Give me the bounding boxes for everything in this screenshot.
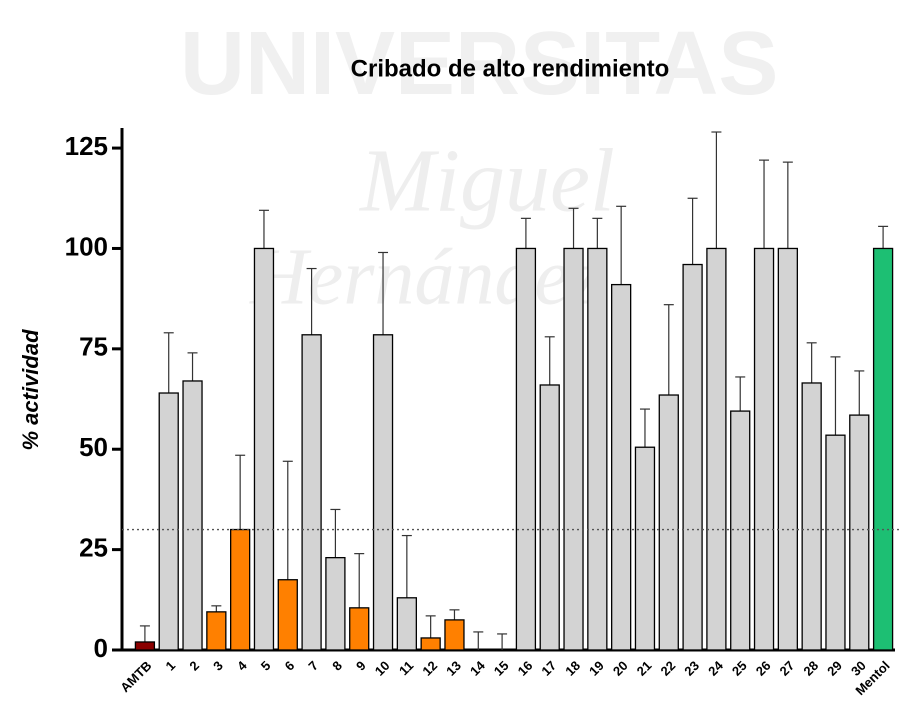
watermark: UNIVERSITAS [180, 14, 778, 114]
x-tick-label: 21 [634, 658, 655, 679]
y-tick-label: 50 [79, 432, 108, 462]
y-tick-label: 25 [79, 532, 108, 562]
x-tick-label: 1 [163, 658, 179, 674]
x-tick-label: 5 [258, 658, 274, 674]
x-tick-label: 26 [753, 658, 774, 679]
bar [134, 641, 156, 651]
bar [515, 247, 537, 651]
watermark: Hernández [249, 233, 601, 321]
x-tick-label: 11 [396, 658, 416, 678]
x-tick-label: 9 [353, 658, 369, 674]
bar [372, 334, 394, 651]
bar [872, 247, 894, 651]
bar [825, 434, 846, 651]
bar [182, 380, 203, 651]
x-tick-label: 25 [729, 658, 750, 679]
x-tick-label: 8 [329, 658, 345, 674]
x-tick-label: 28 [800, 658, 821, 679]
x-tick-label: 4 [234, 657, 250, 673]
bar [301, 334, 322, 651]
bar [325, 556, 346, 651]
x-tick-label: 14 [467, 657, 488, 678]
x-tick-label: 10 [372, 658, 393, 679]
x-tick-label: 13 [443, 658, 464, 679]
bar [539, 384, 560, 651]
x-tick-label: 16 [515, 658, 536, 679]
bar [158, 392, 179, 651]
x-tick-label: AMTB [117, 658, 154, 695]
y-tick-label: 0 [94, 633, 108, 663]
x-tick-label: 20 [610, 658, 631, 679]
x-tick-label: 15 [491, 658, 512, 679]
x-tick-label: 19 [586, 658, 607, 679]
bar [444, 619, 465, 651]
x-tick-label: 6 [282, 658, 298, 674]
bar [349, 607, 370, 651]
x-tick-label: 29 [824, 658, 845, 679]
watermark: Miguel [358, 132, 615, 231]
bar [230, 528, 251, 651]
bar [420, 637, 441, 651]
bar [682, 263, 703, 651]
y-axis-label: % actividad [18, 329, 43, 451]
bar [801, 382, 822, 651]
x-tick-label: 24 [705, 657, 726, 678]
bar [396, 597, 417, 651]
bar [206, 611, 227, 651]
bar [706, 247, 727, 651]
bar [730, 410, 751, 651]
bar [253, 247, 275, 651]
y-tick-label: 100 [65, 231, 108, 261]
bar [753, 247, 775, 651]
x-tick-label: 23 [681, 658, 702, 679]
bar [611, 283, 632, 651]
bar [277, 579, 298, 651]
x-tick-label: 18 [562, 658, 583, 679]
y-tick-label: 75 [79, 332, 108, 362]
y-tick-label: 125 [65, 131, 108, 161]
bar [634, 446, 656, 651]
chart-title: Cribado de alto rendimiento [351, 55, 670, 82]
x-tick-label: 7 [305, 658, 321, 674]
x-tick-label: 22 [657, 658, 678, 679]
x-tick-label: 27 [777, 658, 798, 679]
bar [658, 394, 679, 651]
x-tick-label: 12 [419, 658, 440, 679]
bar [587, 247, 608, 651]
x-tick-label: 2 [186, 658, 202, 674]
x-tick-label: 17 [538, 658, 559, 679]
bar [563, 247, 584, 651]
bar [849, 414, 870, 651]
bar [777, 247, 798, 651]
x-tick-label: 3 [210, 658, 226, 674]
